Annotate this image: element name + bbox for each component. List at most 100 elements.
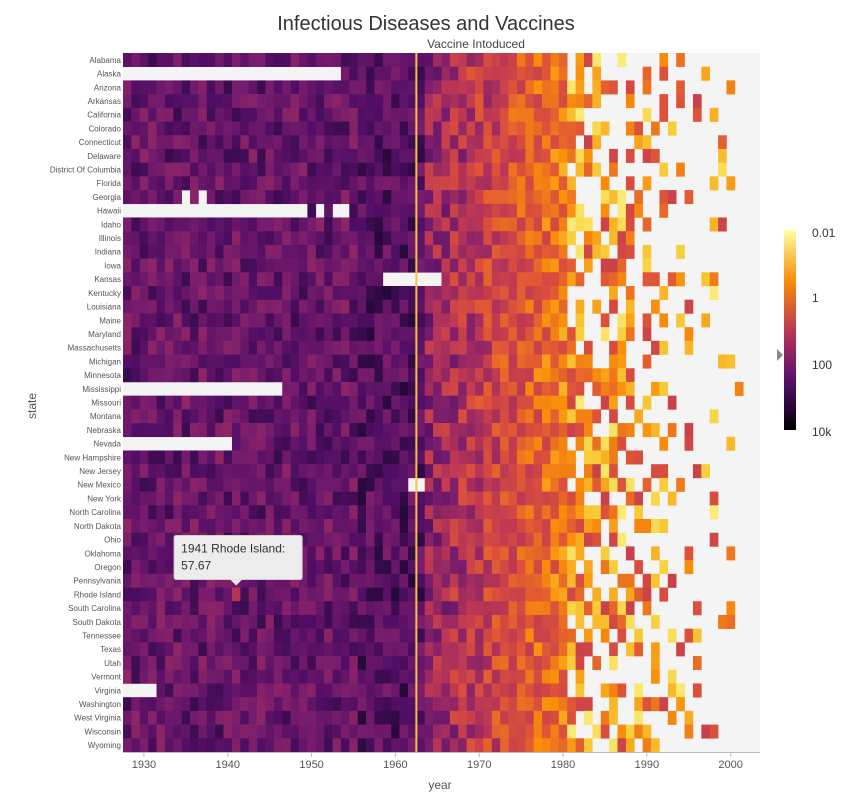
heatmap-cell[interactable] xyxy=(206,614,216,629)
heatmap-cell[interactable] xyxy=(215,642,224,657)
heatmap-cell[interactable] xyxy=(583,505,593,520)
heatmap-cell[interactable] xyxy=(357,313,367,328)
heatmap-cell[interactable] xyxy=(290,491,300,506)
heatmap-cell[interactable] xyxy=(508,491,518,506)
heatmap-cell[interactable] xyxy=(441,340,451,355)
heatmap-cell[interactable] xyxy=(131,231,141,246)
heatmap-cell[interactable] xyxy=(391,436,400,451)
heatmap-cell[interactable] xyxy=(164,340,174,355)
heatmap-cell[interactable] xyxy=(248,258,258,273)
heatmap-cell[interactable] xyxy=(407,697,417,712)
heatmap-cell[interactable] xyxy=(491,327,501,342)
heatmap-cell[interactable] xyxy=(525,299,534,314)
heatmap-cell[interactable] xyxy=(215,519,224,534)
heatmap-cell[interactable] xyxy=(265,162,275,177)
heatmap-cell[interactable] xyxy=(366,395,375,410)
heatmap-cell[interactable] xyxy=(651,423,660,438)
heatmap-cell[interactable] xyxy=(533,738,543,753)
heatmap-cell[interactable] xyxy=(407,669,417,684)
heatmap-cell[interactable] xyxy=(273,299,283,314)
heatmap-cell[interactable] xyxy=(198,327,208,342)
heatmap-cell[interactable] xyxy=(307,231,317,246)
heatmap-cell[interactable] xyxy=(340,217,350,232)
heatmap-cell[interactable] xyxy=(475,601,484,616)
heatmap-cell[interactable] xyxy=(290,53,300,68)
heatmap-cell[interactable] xyxy=(542,532,551,547)
heatmap-cell[interactable] xyxy=(332,286,342,301)
heatmap-cell[interactable] xyxy=(433,683,442,698)
heatmap-cell[interactable] xyxy=(583,628,593,643)
heatmap-cell[interactable] xyxy=(575,614,585,629)
heatmap-cell[interactable] xyxy=(223,286,233,301)
heatmap-cell[interactable] xyxy=(567,368,576,383)
heatmap-cell[interactable] xyxy=(483,53,493,68)
heatmap-cell[interactable] xyxy=(307,519,317,534)
heatmap-cell[interactable] xyxy=(282,710,291,725)
heatmap-cell[interactable] xyxy=(483,148,493,163)
heatmap-cell[interactable] xyxy=(441,532,451,547)
heatmap-cell[interactable] xyxy=(315,94,325,109)
heatmap-cell[interactable] xyxy=(382,80,392,95)
heatmap-cell[interactable] xyxy=(265,423,275,438)
heatmap-cell[interactable] xyxy=(676,642,685,657)
heatmap-cell[interactable] xyxy=(491,614,501,629)
heatmap-cell[interactable] xyxy=(491,94,501,109)
heatmap-cell[interactable] xyxy=(458,409,467,424)
heatmap-cell[interactable] xyxy=(340,135,350,150)
heatmap-cell[interactable] xyxy=(709,724,719,739)
heatmap-cell[interactable] xyxy=(567,217,576,232)
heatmap-cell[interactable] xyxy=(500,258,509,273)
heatmap-cell[interactable] xyxy=(123,573,132,588)
heatmap-cell[interactable] xyxy=(483,340,493,355)
heatmap-cell[interactable] xyxy=(139,231,149,246)
heatmap-cell[interactable] xyxy=(382,190,392,205)
heatmap-cell[interactable] xyxy=(525,368,534,383)
heatmap-cell[interactable] xyxy=(458,217,467,232)
heatmap-cell[interactable] xyxy=(164,669,174,684)
heatmap-cell[interactable] xyxy=(424,190,434,205)
heatmap-cell[interactable] xyxy=(475,409,484,424)
heatmap-cell[interactable] xyxy=(273,464,283,479)
heatmap-cell[interactable] xyxy=(407,710,417,725)
heatmap-cell[interactable] xyxy=(332,710,342,725)
heatmap-cell[interactable] xyxy=(550,203,560,218)
heatmap-cell[interactable] xyxy=(139,724,149,739)
heatmap-cell[interactable] xyxy=(248,464,258,479)
heatmap-cell[interactable] xyxy=(416,313,426,328)
heatmap-cell[interactable] xyxy=(525,738,534,753)
heatmap-cell[interactable] xyxy=(449,94,459,109)
heatmap-cell[interactable] xyxy=(575,162,585,177)
heatmap-cell[interactable] xyxy=(173,601,182,616)
heatmap-cell[interactable] xyxy=(642,519,652,534)
heatmap-cell[interactable] xyxy=(340,354,350,369)
heatmap-cell[interactable] xyxy=(173,121,182,136)
heatmap-cell[interactable] xyxy=(315,697,325,712)
heatmap-cell[interactable] xyxy=(349,258,358,273)
heatmap-cell[interactable] xyxy=(391,244,400,259)
heatmap-cell[interactable] xyxy=(550,464,560,479)
heatmap-cell[interactable] xyxy=(575,272,585,287)
heatmap-cell[interactable] xyxy=(349,368,358,383)
heatmap-cell[interactable] xyxy=(550,231,560,246)
heatmap-cell[interactable] xyxy=(374,560,384,575)
heatmap-cell[interactable] xyxy=(299,368,308,383)
heatmap-cell[interactable] xyxy=(198,258,208,273)
heatmap-cell[interactable] xyxy=(190,313,199,328)
heatmap-cell[interactable] xyxy=(290,217,300,232)
heatmap-cell[interactable] xyxy=(307,272,317,287)
heatmap-cell[interactable] xyxy=(131,505,141,520)
heatmap-cell[interactable] xyxy=(265,519,275,534)
heatmap-cell[interactable] xyxy=(667,710,677,725)
heatmap-cell[interactable] xyxy=(273,477,283,492)
heatmap-cell[interactable] xyxy=(475,272,484,287)
heatmap-cell[interactable] xyxy=(525,587,534,602)
heatmap-cell[interactable] xyxy=(575,53,585,68)
heatmap-cell[interactable] xyxy=(483,368,493,383)
heatmap-cell[interactable] xyxy=(131,464,141,479)
heatmap-cell[interactable] xyxy=(525,697,534,712)
heatmap-cell[interactable] xyxy=(248,121,258,136)
heatmap-cell[interactable] xyxy=(366,436,375,451)
heatmap-cell[interactable] xyxy=(215,135,224,150)
heatmap-cell[interactable] xyxy=(265,409,275,424)
heatmap-cell[interactable] xyxy=(282,464,291,479)
